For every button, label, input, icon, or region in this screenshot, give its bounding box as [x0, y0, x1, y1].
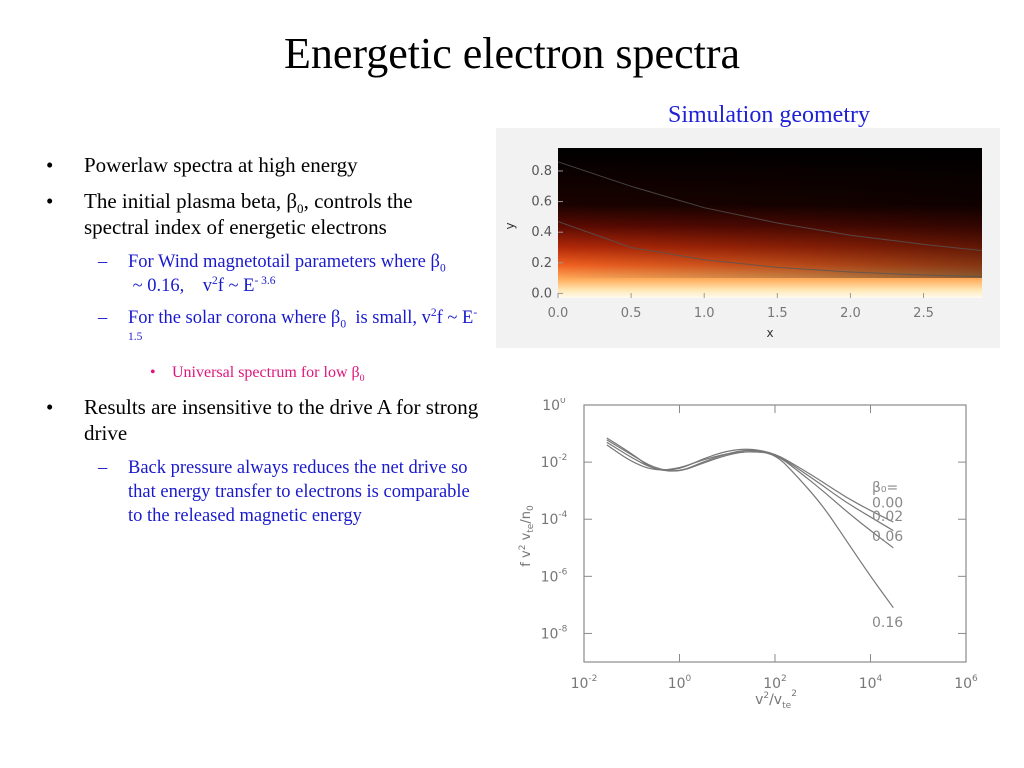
y-tick-label: 10-4: [541, 510, 568, 528]
beta-symbol: β: [286, 189, 298, 213]
beta-subscript: 0: [340, 318, 347, 331]
subbullet-text: is small, v: [346, 308, 431, 328]
slide-title: Energetic electron spectra: [283, 29, 741, 78]
subbullet-dash: –: [98, 458, 108, 478]
beta-symbol: β: [351, 364, 360, 381]
y-tick-label: 0.4: [531, 225, 552, 240]
series-line-0-16: [606, 444, 894, 609]
x-axis-label: v2/vte2: [755, 689, 797, 711]
y-tick-label: 10-6: [541, 567, 568, 585]
beta-symbol: β: [430, 252, 440, 272]
subbullet-solar-corona: – For the solar corona where β0 is small…: [40, 306, 480, 354]
bullet-dot: •: [46, 189, 54, 213]
subbullet-dash: –: [98, 308, 108, 328]
x-tick-label: 2.0: [840, 306, 861, 321]
x-tick-label: 2.5: [913, 306, 934, 321]
x-tick-label: 102: [763, 674, 787, 692]
x-axis-label: x: [766, 326, 773, 340]
bullet-dot: •: [46, 153, 54, 177]
series-line-0-06: [606, 441, 894, 549]
bullet-drive: • Results are insensitive to the drive A…: [40, 394, 480, 446]
legend-label: 0.16: [872, 615, 903, 631]
bullet-text: Results are insensitive to the drive A f…: [84, 395, 479, 445]
bullet-text: Powerlaw spectra at high energy: [84, 153, 358, 177]
y-tick-label: 0.0: [531, 286, 552, 301]
superscript: 2: [212, 274, 218, 287]
subbullet-wind: – For Wind magnetotail parameters where …: [40, 250, 480, 298]
superscript: 2: [430, 306, 437, 319]
y-tick-label: 0.6: [531, 195, 552, 210]
simulation-geometry-caption: Simulation geometry: [668, 102, 870, 128]
bullet-text: , controls the spectral index of energet…: [84, 189, 413, 239]
heatmap-shading: [558, 148, 982, 278]
y-tick-label: 0.8: [531, 164, 552, 179]
y-axis-label: y: [503, 222, 517, 229]
y-tick-label: 100: [542, 398, 566, 414]
beta-subscript: 0: [359, 373, 365, 385]
x-tick-label: 10-2: [571, 674, 598, 692]
bullet-text: The initial plasma beta,: [84, 189, 287, 213]
contour-line: [557, 161, 983, 252]
series-line-0-02: [606, 439, 894, 532]
superscript: - 3.6: [254, 274, 276, 287]
subsubbullet-dot: •: [150, 364, 156, 381]
simulation-geometry-plot: 0.0 0.5 1.0 1.5 2.0 2.5 0.0 0.2 0.4 0.6 0.8 x y: [496, 128, 1000, 348]
subbullet-back-pressure: – Back pressure always reduces the net d…: [40, 456, 480, 528]
x-tick-label: 1.5: [767, 306, 788, 321]
subbullet-dash: –: [98, 252, 108, 272]
subbullet-text: f ~ E: [436, 308, 474, 328]
bullet-list: • Powerlaw spectra at high energy • The …: [40, 152, 480, 536]
legend-label: 0.00: [872, 496, 903, 512]
x-tick-label: 1.0: [694, 306, 715, 321]
y-axis-label: f v2 vte/n0: [518, 505, 536, 567]
beta-subscript: 0: [439, 262, 446, 275]
y-tick-label: 10-2: [541, 453, 568, 471]
subbullet-text: f ~ E: [217, 276, 255, 296]
subbullet-text: Back pressure always reduces the net dri…: [128, 458, 470, 526]
contour-line: [557, 221, 983, 278]
subsubbullet-universal: • Universal spectrum for low β0: [40, 362, 480, 384]
beta-subscript: 0: [297, 201, 304, 217]
y-tick-label: 0.2: [531, 256, 552, 271]
x-tick-label: 104: [859, 674, 883, 692]
bullet-powerlaw: • Powerlaw spectra at high energy: [40, 152, 480, 178]
x-tick-label: 106: [954, 674, 978, 692]
spectra-plot: 10-2 100 102 104 106 100 10-2 10-4 10-6 10-8 β₀= 0…: [508, 396, 1000, 720]
bullet-plasma-beta: • The initial plasma beta, β0, controls …: [40, 188, 480, 240]
subbullet-text: For the solar corona where: [128, 308, 331, 328]
x-tick-label: 100: [668, 674, 692, 692]
legend-label: 0.06: [872, 529, 903, 545]
legend-label: 0.02: [872, 509, 903, 525]
plot-frame: [583, 404, 967, 663]
y-tick-label: 10-8: [541, 624, 568, 642]
subbullet-text: ~ 0.16, v: [128, 276, 213, 296]
legend-title: β₀=: [872, 480, 898, 496]
bullet-dot: •: [46, 395, 54, 419]
simulation-geometry-svg: 0.0 0.5 1.0 1.5 2.0 2.5 0.0 0.2 0.4 0.6 0.8 x y: [503, 148, 983, 340]
subbullet-text: For Wind magnetotail parameters where: [128, 252, 431, 272]
beta-symbol: β: [330, 308, 341, 328]
superscript: -1.5: [128, 306, 478, 343]
subsubbullet-text: Universal spectrum for low: [172, 364, 352, 381]
x-tick-label: 0.0: [548, 306, 569, 321]
x-tick-label: 0.5: [621, 306, 642, 321]
